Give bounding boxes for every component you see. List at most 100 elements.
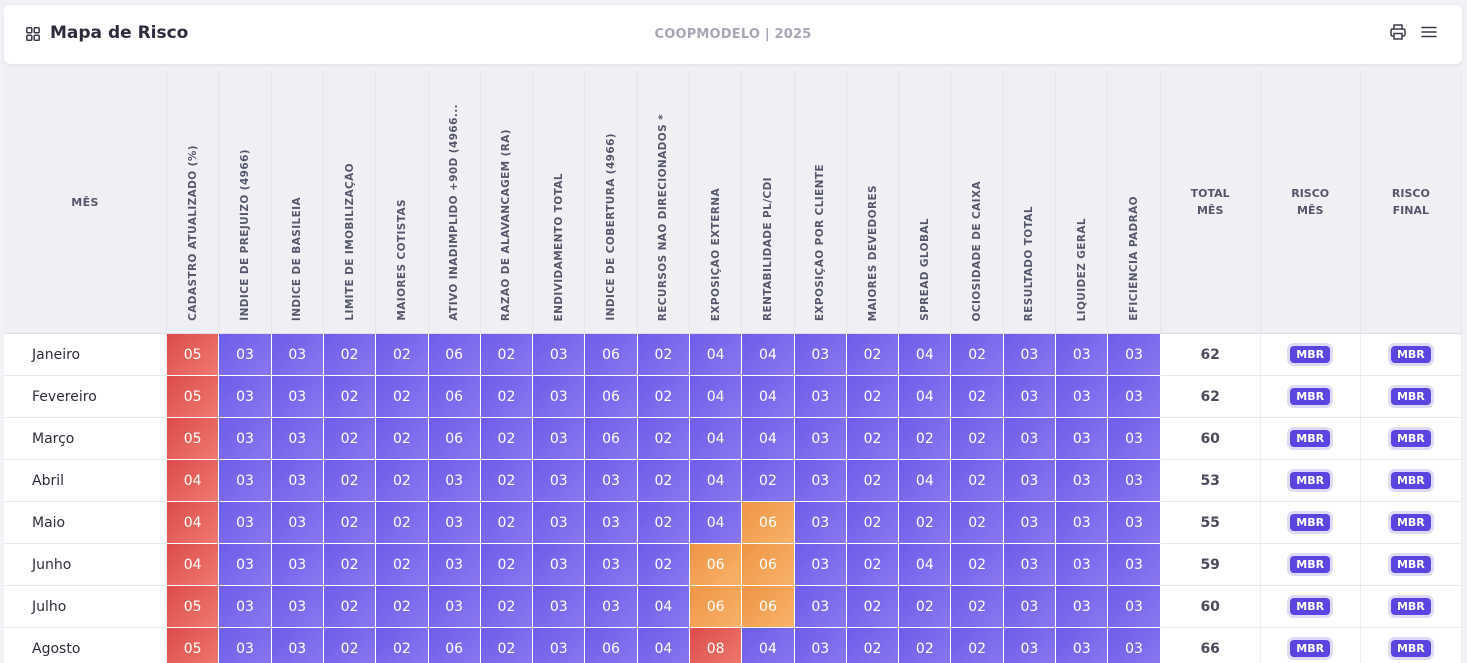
score-cell[interactable]: 02 (376, 376, 429, 418)
score-cell[interactable]: 02 (323, 628, 377, 663)
score-cell[interactable]: 03 (271, 460, 324, 502)
score-cell[interactable]: 02 (899, 502, 952, 544)
score-cell[interactable]: 04 (637, 628, 690, 663)
score-cell[interactable]: 03 (1108, 418, 1161, 460)
menu-icon[interactable] (1420, 23, 1438, 41)
score-cell[interactable]: 03 (219, 628, 272, 663)
score-cell[interactable]: 03 (1108, 460, 1161, 502)
score-cell[interactable]: 03 (533, 628, 586, 663)
score-cell[interactable]: 03 (1056, 376, 1109, 418)
score-cell[interactable]: 05 (167, 586, 220, 628)
score-cell[interactable]: 02 (637, 418, 690, 460)
score-cell[interactable]: 02 (323, 544, 377, 586)
score-cell[interactable]: 04 (742, 334, 795, 376)
score-cell[interactable]: 03 (1056, 418, 1109, 460)
score-cell[interactable]: 02 (376, 586, 429, 628)
score-cell[interactable]: 03 (271, 628, 324, 663)
score-cell[interactable]: 04 (899, 334, 952, 376)
score-cell[interactable]: 02 (951, 418, 1004, 460)
score-cell[interactable]: 02 (846, 460, 900, 502)
score-cell[interactable]: 03 (1003, 334, 1057, 376)
score-cell[interactable]: 03 (533, 544, 586, 586)
score-cell[interactable]: 02 (480, 334, 534, 376)
score-cell[interactable]: 03 (219, 460, 272, 502)
score-cell[interactable]: 03 (1108, 502, 1161, 544)
score-cell[interactable]: 02 (951, 586, 1004, 628)
score-cell[interactable]: 03 (794, 376, 847, 418)
score-cell[interactable]: 03 (1108, 376, 1161, 418)
score-cell[interactable]: 03 (1003, 418, 1057, 460)
score-cell[interactable]: 02 (376, 460, 429, 502)
score-cell[interactable]: 02 (637, 460, 690, 502)
score-cell[interactable]: 03 (794, 628, 847, 663)
score-cell[interactable]: 02 (951, 544, 1004, 586)
score-cell[interactable]: 02 (846, 376, 900, 418)
score-cell[interactable]: 06 (585, 334, 638, 376)
score-cell[interactable]: 03 (219, 418, 272, 460)
score-cell[interactable]: 04 (899, 460, 952, 502)
score-cell[interactable]: 04 (167, 544, 220, 586)
score-cell[interactable]: 04 (690, 502, 743, 544)
score-cell[interactable]: 02 (480, 544, 534, 586)
score-cell[interactable]: 03 (533, 334, 586, 376)
score-cell[interactable]: 02 (323, 586, 377, 628)
score-cell[interactable]: 03 (533, 460, 586, 502)
score-cell[interactable]: 02 (899, 586, 952, 628)
score-cell[interactable]: 04 (899, 544, 952, 586)
score-cell[interactable]: 03 (794, 544, 847, 586)
score-cell[interactable]: 02 (846, 418, 900, 460)
score-cell[interactable]: 02 (480, 460, 534, 502)
score-cell[interactable]: 02 (742, 460, 795, 502)
score-cell[interactable]: 06 (742, 586, 795, 628)
score-cell[interactable]: 02 (846, 334, 900, 376)
score-cell[interactable]: 03 (585, 544, 638, 586)
score-cell[interactable]: 02 (951, 502, 1004, 544)
score-cell[interactable]: 03 (1108, 586, 1161, 628)
score-cell[interactable]: 03 (533, 376, 586, 418)
score-cell[interactable]: 03 (219, 502, 272, 544)
score-cell[interactable]: 02 (899, 418, 952, 460)
score-cell[interactable]: 03 (1003, 586, 1057, 628)
score-cell[interactable]: 02 (846, 628, 900, 663)
score-cell[interactable]: 03 (585, 460, 638, 502)
score-cell[interactable]: 06 (585, 628, 638, 663)
score-cell[interactable]: 04 (690, 418, 743, 460)
score-cell[interactable]: 03 (1003, 628, 1057, 663)
score-cell[interactable]: 03 (533, 502, 586, 544)
score-cell[interactable]: 02 (951, 460, 1004, 502)
score-cell[interactable]: 02 (846, 544, 900, 586)
score-cell[interactable]: 03 (794, 334, 847, 376)
score-cell[interactable]: 02 (637, 376, 690, 418)
score-cell[interactable]: 02 (951, 334, 1004, 376)
score-cell[interactable]: 02 (376, 418, 429, 460)
score-cell[interactable]: 06 (585, 418, 638, 460)
score-cell[interactable]: 03 (585, 586, 638, 628)
score-cell[interactable]: 04 (690, 460, 743, 502)
score-cell[interactable]: 02 (480, 418, 534, 460)
score-cell[interactable]: 03 (1056, 334, 1109, 376)
score-cell[interactable]: 03 (271, 502, 324, 544)
score-cell[interactable]: 03 (1003, 376, 1057, 418)
score-cell[interactable]: 02 (951, 376, 1004, 418)
print-icon[interactable] (1389, 23, 1407, 41)
score-cell[interactable]: 03 (271, 334, 324, 376)
score-cell[interactable]: 03 (1003, 460, 1057, 502)
score-cell[interactable]: 03 (1056, 586, 1109, 628)
score-cell[interactable]: 02 (376, 544, 429, 586)
score-cell[interactable]: 04 (690, 334, 743, 376)
score-cell[interactable]: 03 (428, 586, 481, 628)
score-cell[interactable]: 03 (271, 586, 324, 628)
score-cell[interactable]: 04 (167, 502, 220, 544)
score-cell[interactable]: 03 (1003, 502, 1057, 544)
score-cell[interactable]: 03 (1108, 544, 1161, 586)
score-cell[interactable]: 03 (1108, 628, 1161, 663)
score-cell[interactable]: 03 (794, 586, 847, 628)
score-cell[interactable]: 02 (323, 334, 377, 376)
score-cell[interactable]: 06 (428, 334, 481, 376)
score-cell[interactable]: 08 (690, 628, 743, 663)
score-cell[interactable]: 04 (742, 418, 795, 460)
score-cell[interactable]: 05 (167, 418, 220, 460)
score-cell[interactable]: 03 (271, 544, 324, 586)
score-cell[interactable]: 02 (899, 628, 952, 663)
score-cell[interactable]: 04 (899, 376, 952, 418)
